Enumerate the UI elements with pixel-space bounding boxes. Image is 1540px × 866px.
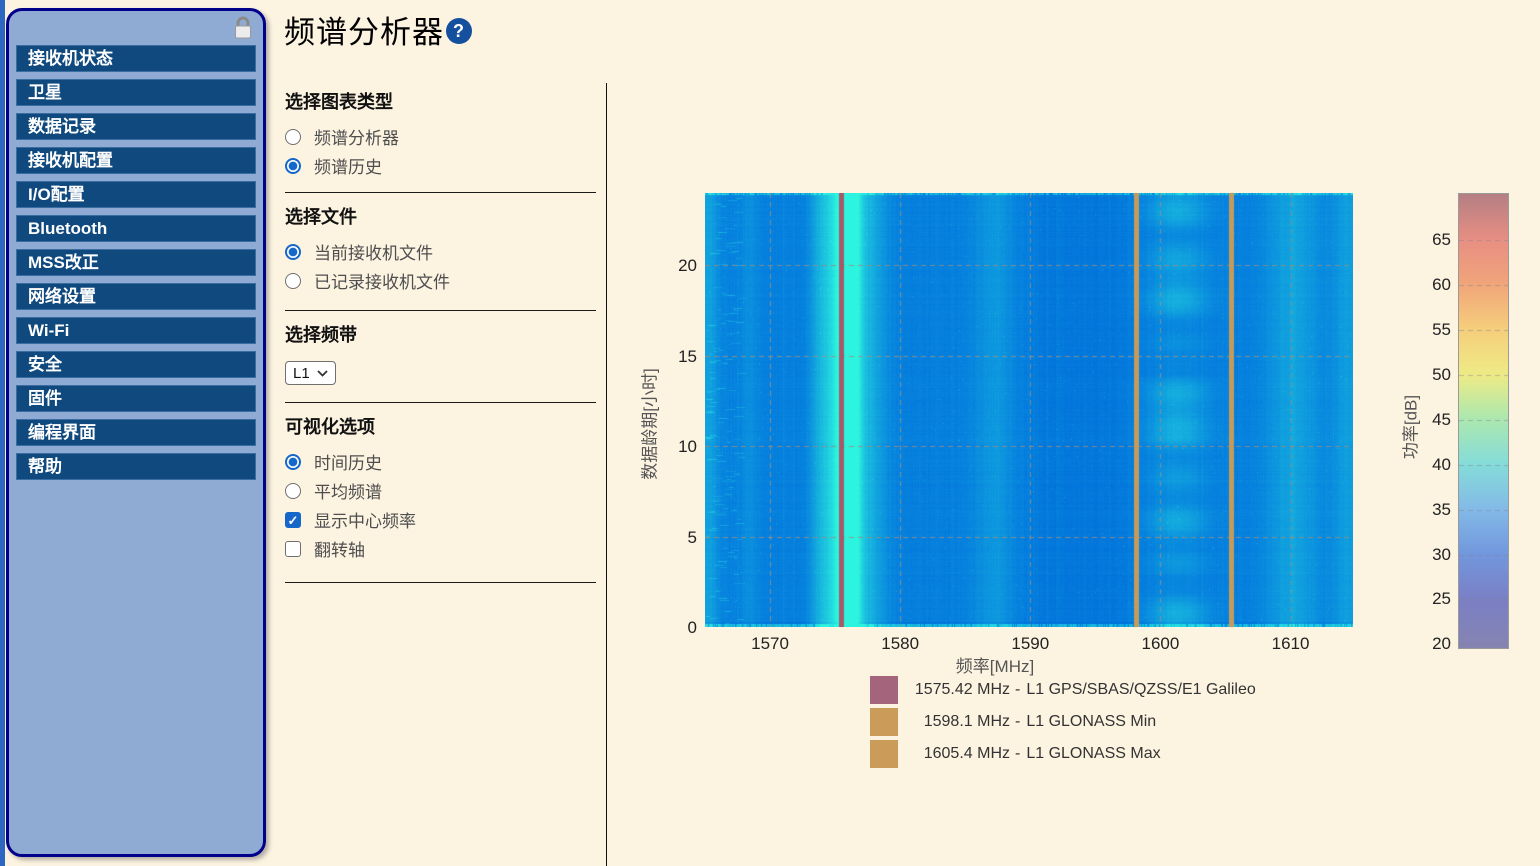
sidebar-item-help[interactable]: 帮助	[16, 453, 256, 480]
section-divider	[285, 310, 596, 311]
sidebar-item-network-settings[interactable]: 网络设置	[16, 283, 256, 310]
page-title-text: 频谱分析器	[284, 15, 444, 51]
option-row-logged-receiver-file: 已记录接收机文件	[285, 266, 596, 295]
x-tick-label: 1580	[881, 634, 920, 653]
checkbox-show-center-frequency[interactable]: ✓	[285, 511, 301, 528]
y-tick-label: 20	[678, 256, 697, 276]
legend-signal-name: L1 GLONASS Max	[1026, 745, 1161, 762]
option-row-spectrum-analyzer: 频谱分析器	[285, 122, 596, 151]
legend-signal-name: L1 GPS/SBAS/QZSS/E1 Galileo	[1026, 681, 1256, 698]
page-title: 频谱分析器?	[284, 7, 472, 52]
colorbar-tick-label: 50	[1432, 364, 1451, 384]
legend-row: 1605.4 MHz - L1 GLONASS Max	[870, 738, 1256, 770]
y-tick-label: 5	[687, 527, 697, 547]
radio-average-spectrum[interactable]	[285, 482, 301, 499]
help-icon[interactable]: ?	[446, 18, 472, 44]
sidebar-item-receiver-configuration[interactable]: 接收机配置	[16, 147, 256, 174]
sidebar-item-firmware[interactable]: 固件	[16, 385, 256, 412]
sidebar-item-io-configuration[interactable]: I/O配置	[16, 181, 256, 208]
legend-swatch	[870, 676, 898, 704]
colorbar	[1458, 193, 1509, 649]
option-label-logged-receiver-file: 已记录接收机文件	[314, 273, 450, 293]
y-tick-label: 15	[678, 346, 697, 366]
radio-current-receiver-file[interactable]	[285, 243, 301, 260]
option-row-current-receiver-file: 当前接收机文件	[285, 237, 596, 266]
option-row-show-center-frequency: ✓ 显示中心频率	[285, 505, 596, 534]
sidebar-item-security[interactable]: 安全	[16, 351, 256, 378]
section-title: 选择频带	[285, 325, 357, 346]
option-label-flip-axes: 翻转轴	[314, 541, 365, 561]
section-title: 选择文件	[285, 207, 357, 228]
colorbar-tick-label: 45	[1432, 409, 1451, 429]
chart-legend: 1575.42 MHz - L1 GPS/SBAS/QZSS/E1 Galileo 1…	[870, 674, 1256, 770]
legend-signal-name: L1 GLONASS Min	[1026, 713, 1157, 730]
radio-logged-receiver-file[interactable]	[285, 272, 301, 289]
x-tick-label: 1610	[1271, 634, 1310, 653]
legend-row: 1575.42 MHz - L1 GPS/SBAS/QZSS/E1 Galileo	[870, 674, 1256, 706]
options-panel: 选择图表类型频谱分析器频谱历史选择文件当前接收机文件 已记录接收机文件选择频带 L1…	[285, 88, 596, 593]
y-axis-label: 数据龄期[小时]	[640, 368, 660, 480]
option-label-show-center-frequency: 显示中心频率	[314, 512, 416, 532]
x-axis-label: 频率[MHz]	[955, 657, 1035, 676]
option-row-flip-axes: 翻转轴	[285, 534, 596, 563]
x-tick-label: 1600	[1141, 634, 1180, 653]
section-divider	[285, 582, 596, 583]
lock-icon	[235, 16, 251, 39]
band-select-value: L1	[293, 364, 310, 382]
section-divider	[285, 402, 596, 403]
radio-time-history[interactable]	[285, 453, 301, 470]
option-label-current-receiver-file: 当前接收机文件	[314, 244, 433, 264]
option-label-spectrum-analyzer: 频谱分析器	[314, 129, 399, 149]
option-row-average-spectrum: 平均频谱	[285, 476, 596, 505]
legend-separator: -	[1015, 745, 1021, 762]
colorbar-tick-label: 40	[1432, 454, 1451, 474]
y-tick-label: 10	[678, 437, 697, 457]
section-title: 选择图表类型	[285, 92, 393, 113]
band-select[interactable]: L1	[285, 361, 336, 385]
legend-separator: -	[1015, 681, 1021, 698]
sidebar-menu: 接收机状态卫星数据记录接收机配置 I/O配置 Bluetooth MSS改正网络设置 W…	[16, 45, 256, 487]
checkbox-flip-axes[interactable]	[285, 540, 301, 557]
option-label-spectrum-history: 频谱历史	[314, 158, 382, 178]
sidebar-item-satellites[interactable]: 卫星	[16, 79, 256, 106]
sidebar: 接收机状态卫星数据记录接收机配置 I/O配置 Bluetooth MSS改正网络设置 W…	[6, 8, 266, 857]
sidebar-item-programming-interface[interactable]: 编程界面	[16, 419, 256, 446]
radio-spectrum-analyzer[interactable]	[285, 128, 301, 145]
chevron-down-icon	[317, 369, 328, 377]
sidebar-item-mss-corrections[interactable]: MSS改正	[16, 249, 256, 276]
option-row-time-history: 时间历史	[285, 447, 596, 476]
sidebar-item-wifi[interactable]: Wi-Fi	[16, 317, 256, 344]
colorbar-tick-label: 60	[1432, 274, 1451, 294]
section-title: 可视化选项	[285, 417, 375, 438]
vertical-divider	[606, 83, 607, 866]
y-tick-label: 0	[687, 618, 697, 637]
x-tick-label: 1570	[751, 634, 789, 653]
legend-swatch	[870, 708, 898, 736]
sidebar-item-bluetooth[interactable]: Bluetooth	[16, 215, 256, 242]
colorbar-tick-label: 65	[1432, 229, 1451, 249]
legend-frequency: 1605.4 MHz	[923, 745, 1010, 762]
legend-frequency: 1598.1 MHz	[923, 713, 1010, 730]
option-label-time-history: 时间历史	[314, 454, 382, 474]
colorbar-tick-label: 30	[1432, 544, 1451, 564]
colorbar-tick-label: 55	[1432, 319, 1451, 339]
legend-row: 1598.1 MHz - L1 GLONASS Min	[870, 706, 1256, 738]
spectrum-heatmap	[705, 193, 1353, 627]
legend-swatch	[870, 740, 898, 768]
option-row-spectrum-history: 频谱历史	[285, 151, 596, 180]
colorbar-tick-label: 35	[1432, 499, 1451, 519]
legend-separator: -	[1015, 713, 1021, 730]
colorbar-tick-label: 20	[1432, 633, 1451, 653]
section-divider	[285, 192, 596, 193]
option-label-average-spectrum: 平均频谱	[314, 483, 382, 503]
page-edge-strip	[0, 0, 5, 866]
radio-spectrum-history[interactable]	[285, 157, 301, 174]
colorbar-tick-label: 25	[1432, 588, 1451, 608]
sidebar-item-receiver-status[interactable]: 接收机状态	[16, 45, 256, 72]
legend-frequency: 1575.42 MHz	[914, 681, 1010, 698]
x-tick-label: 1590	[1011, 634, 1050, 653]
colorbar-label: 功率[dB]	[1401, 394, 1421, 460]
sidebar-item-data-logging[interactable]: 数据记录	[16, 113, 256, 140]
